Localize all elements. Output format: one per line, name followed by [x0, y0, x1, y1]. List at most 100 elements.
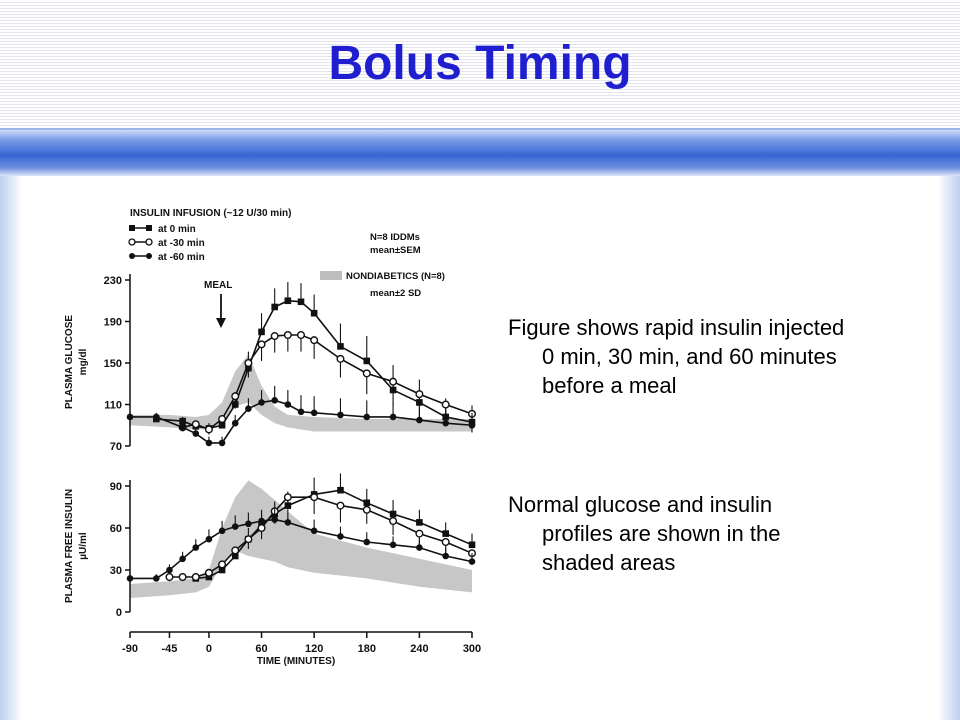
header-stripes: [0, 0, 960, 128]
legend-marker-filled-square: [129, 225, 135, 231]
time-xlabel: TIME (MINUTES): [257, 656, 335, 667]
glucose-point-filled-circle: [337, 411, 344, 419]
legend-marker-filled-square-2: [146, 225, 152, 231]
insulin-point-filled-circle: [258, 517, 265, 525]
legend-label-30min: at -30 min: [158, 238, 205, 249]
insulin-y-tick-label: 60: [110, 523, 122, 535]
insulin-point-filled-circle: [153, 575, 160, 582]
insulin-point-open-circle: [231, 546, 240, 555]
insulin-point-open-circle: [336, 501, 345, 510]
time-x-tick-label: 0: [206, 643, 212, 655]
insulin-point-filled-square: [416, 519, 423, 526]
insulin-ylabel: PLASMA FREE INSULIN: [64, 489, 75, 603]
glucose-point-filled-circle: [231, 419, 239, 427]
legend-marker-filled-circle-2: [146, 253, 152, 259]
glucose-point-filled-circle: [389, 413, 397, 421]
insulin-point-open-circle: [257, 524, 266, 533]
insulin-point-open-circle: [389, 517, 398, 526]
insulin-point-filled-circle: [166, 566, 173, 574]
glucose-point-filled-circle: [284, 401, 292, 408]
insulin-point-open-circle: [362, 505, 371, 514]
insulin-point-open-circle: [191, 573, 200, 582]
body-paragraph-2: Normal glucose and insulin profiles are …: [508, 490, 928, 577]
glucose-y-tick-label: 110: [104, 400, 122, 412]
insulin-y-tick-label: 30: [110, 565, 122, 577]
glucose-point-filled-circle: [416, 416, 423, 424]
insulin-point-filled-square: [389, 510, 397, 518]
glucose-point-open-circle: [389, 377, 398, 386]
glucose-point-filled-circle: [271, 397, 278, 404]
glucose-y-tick-label: 150: [104, 358, 122, 370]
glucose-point-filled-circle: [205, 439, 213, 447]
insulin-point-open-circle: [204, 568, 213, 577]
glucose-point-open-circle: [310, 336, 319, 345]
glucose-point-filled-square: [271, 303, 278, 311]
header-band-rule: [0, 128, 960, 130]
nondiabetic-legend-swatch: [320, 271, 342, 280]
paragraph-1-line-3: before a meal: [542, 373, 677, 398]
time-x-tick-label: 240: [410, 643, 428, 655]
legend-title: INSULIN INFUSION (~12 U/30 min): [130, 208, 291, 219]
glucose-point-filled-circle: [258, 399, 265, 406]
axes-layer: 70 110 150 190 230 0 30 60 90 -90 -45 0 60 120 180 240 3…: [104, 274, 481, 655]
insulin-point-filled-square: [363, 499, 371, 507]
glucose-point-filled-circle: [218, 439, 226, 447]
time-x-tick-label: 60: [255, 643, 267, 655]
glucose-point-filled-circle: [245, 405, 252, 412]
study-annotation: N=8 IDDMs: [370, 232, 420, 243]
glucose-point-open-circle: [204, 425, 213, 434]
glucose-nondiabetic-band: [130, 354, 472, 432]
glucose-point-open-circle: [270, 332, 279, 341]
insulin-point-open-circle: [415, 529, 424, 538]
glucose-point-filled-circle: [153, 413, 160, 421]
insulin-y-tick-label: 90: [110, 481, 122, 493]
glucose-point-filled-square: [297, 298, 305, 306]
insulin-point-filled-circle: [271, 516, 278, 523]
nondiabetic-stat-annotation: mean±2 SD: [370, 288, 421, 299]
insulin-point-filled-square: [442, 530, 449, 537]
insulin-point-open-circle: [218, 560, 227, 569]
insulin-point-filled-circle: [442, 552, 449, 560]
header-band: [0, 130, 960, 176]
insulin-yunit: µU/ml: [78, 532, 89, 560]
glucose-point-open-circle: [441, 400, 450, 409]
insulin-point-filled-circle: [284, 519, 292, 526]
glucose-point-open-circle: [218, 415, 227, 424]
glucose-point-filled-circle: [192, 430, 200, 437]
glucose-point-filled-square: [310, 309, 318, 317]
paragraph-2-line-3: shaded areas: [542, 550, 676, 575]
time-x-tick-label: 300: [463, 643, 481, 655]
glucose-point-open-circle: [415, 390, 424, 399]
paragraph-2-line-1: Normal glucose and insulin: [508, 492, 773, 517]
paragraph-1-line-1: Figure shows rapid insulin injected: [508, 315, 845, 340]
glucose-point-filled-circle: [179, 424, 186, 431]
paragraph-2-line-2: profiles are shown in the: [542, 521, 781, 546]
glucose-point-filled-square: [363, 357, 371, 365]
legend-marker-open-circle: [128, 238, 136, 246]
meal-label: MEAL: [204, 280, 232, 291]
paragraph-1-line-2: 0 min, 30 min, and 60 minutes: [542, 344, 837, 369]
glucose-point-filled-circle: [297, 408, 305, 416]
glucose-point-filled-circle: [126, 413, 134, 421]
insulin-point-open-circle: [441, 538, 450, 547]
insulin-point-filled-circle: [179, 555, 186, 563]
body-paragraph-1: Figure shows rapid insulin injected 0 mi…: [508, 313, 928, 400]
nondiabetic-annotation: NONDIABETICS (N=8): [346, 271, 445, 282]
insulin-point-filled-circle: [363, 538, 371, 546]
glucose-point-filled-circle: [468, 421, 476, 429]
glucose-point-filled-circle: [363, 413, 371, 421]
insulin-point-filled-circle: [126, 575, 134, 582]
left-edge-gradient: [0, 0, 22, 720]
glucose-y-tick-label: 230: [104, 275, 122, 287]
glucose-point-open-circle: [336, 354, 345, 363]
time-x-tick-label: -45: [162, 643, 178, 655]
slide-title: Bolus Timing: [328, 37, 632, 90]
glucose-ylabel: PLASMA GLUCOSE: [64, 315, 75, 409]
legend-marker-filled-circle: [129, 253, 135, 259]
insulin-point-filled-square: [337, 486, 344, 494]
glucose-point-open-circle: [296, 330, 305, 339]
insulin-point-filled-circle: [337, 533, 344, 540]
stat-annotation: mean±SEM: [370, 245, 421, 256]
legend-label-0min: at 0 min: [158, 224, 196, 235]
glucose-point-open-circle: [191, 420, 200, 429]
